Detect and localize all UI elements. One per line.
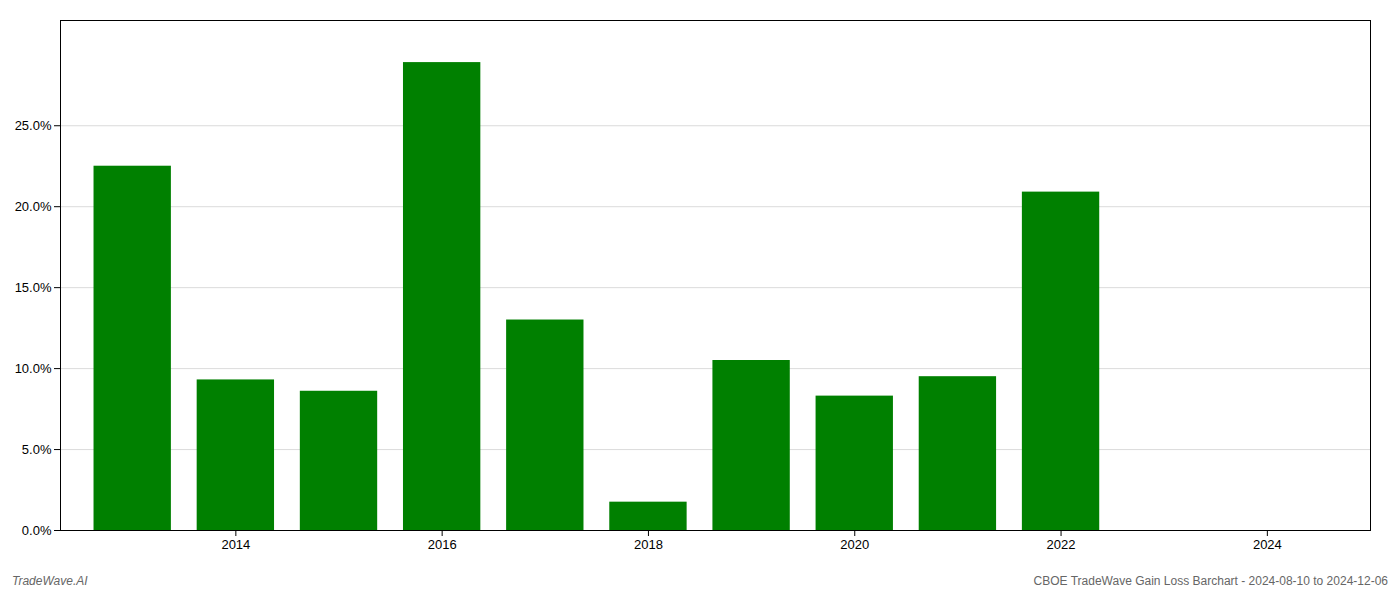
svg-text:2016: 2016: [428, 537, 457, 552]
svg-text:2020: 2020: [840, 537, 869, 552]
svg-text:2018: 2018: [634, 537, 663, 552]
svg-text:10.0%: 10.0%: [15, 361, 52, 376]
html-text:TradeWave.AI: TradeWave.AI: [12, 574, 88, 588]
svg-text:25.0%: 25.0%: [15, 118, 52, 133]
svg-text:20.0%: 20.0%: [15, 199, 52, 214]
html-text:CBOE TradeWave Gain Loss Barch: CBOE TradeWave Gain Loss Barchart - 2024…: [1033, 574, 1388, 588]
svg-text:2014: 2014: [221, 537, 250, 552]
svg-text:2024: 2024: [1253, 537, 1282, 552]
svg-text:2022: 2022: [1047, 537, 1076, 552]
svg-text:15.0%: 15.0%: [15, 280, 52, 295]
svg-text:0.0%: 0.0%: [22, 523, 52, 538]
svg-text:5.0%: 5.0%: [22, 442, 52, 457]
